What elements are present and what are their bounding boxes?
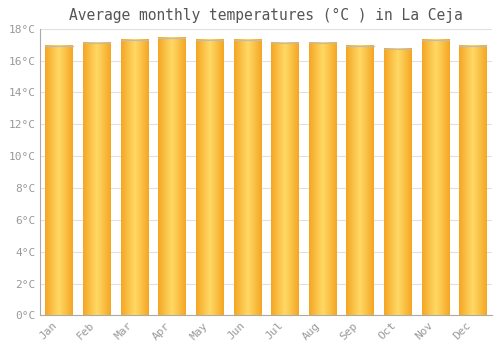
Title: Average monthly temperatures (°C ) in La Ceja: Average monthly temperatures (°C ) in La… [69,8,463,23]
